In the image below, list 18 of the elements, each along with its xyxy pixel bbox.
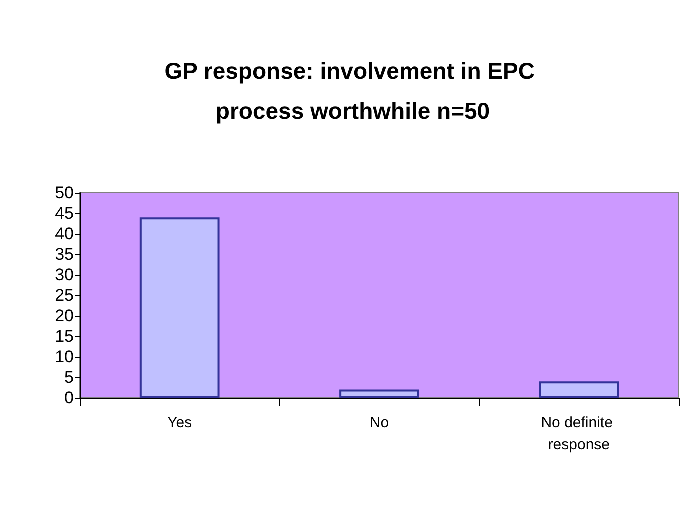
- bar: [539, 382, 620, 398]
- y-tick-label: 0: [64, 388, 74, 408]
- y-tick-label: 25: [55, 286, 74, 305]
- y-tick-label: 15: [55, 327, 74, 346]
- y-tick-label: 35: [55, 245, 74, 264]
- y-tick-label: 45: [55, 204, 74, 223]
- chart-title: GP response: involvement in EPC process worthwhile n=50: [164, 58, 542, 124]
- x-tick-label: No: [370, 414, 390, 432]
- y-tick-label: 20: [55, 306, 74, 326]
- bar: [140, 218, 220, 398]
- y-tick-label: 40: [55, 224, 74, 244]
- y-tick-label: 10: [55, 348, 74, 366]
- y-tick-label: 50: [55, 184, 74, 202]
- y-tick-label: 30: [55, 266, 74, 284]
- bar: [340, 390, 420, 398]
- y-tick-label: 5: [64, 368, 74, 387]
- x-tick-label: No definite response: [541, 414, 618, 454]
- x-tick-label: Yes: [168, 414, 192, 432]
